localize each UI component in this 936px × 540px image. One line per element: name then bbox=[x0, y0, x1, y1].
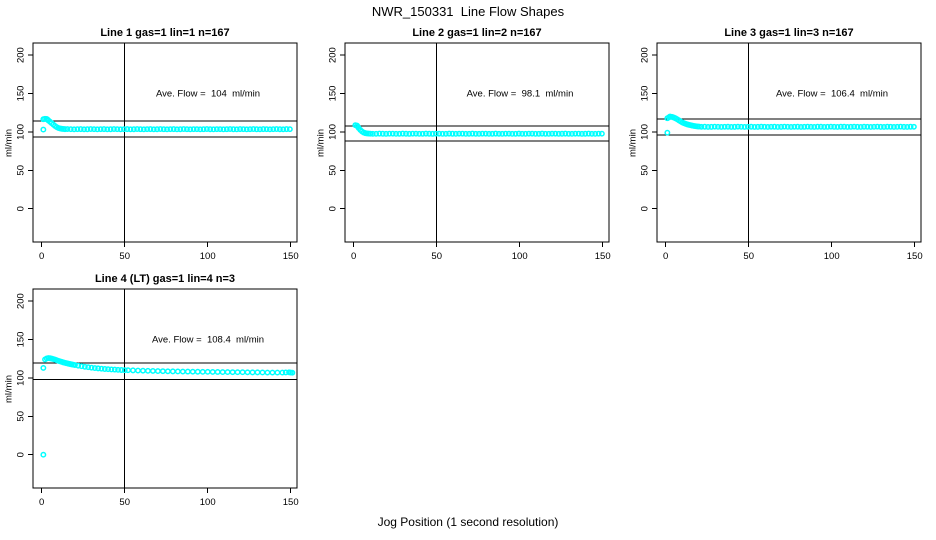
points-layer bbox=[40, 115, 293, 133]
y-tick-label: 200 bbox=[16, 293, 27, 309]
x-tick-label: 100 bbox=[512, 251, 528, 262]
y-tick-label: 150 bbox=[16, 86, 27, 102]
tick-marks-layer bbox=[652, 54, 916, 247]
x-tick-label: 0 bbox=[39, 497, 44, 508]
x-tick-label: 150 bbox=[907, 251, 923, 262]
ave-flow-annotation: Ave. Flow = 106.4 ml/min bbox=[775, 88, 889, 100]
tick-marks-layer bbox=[340, 54, 604, 247]
reference-lines-layer bbox=[33, 289, 297, 488]
reference-lines-layer bbox=[33, 43, 297, 242]
y-tick-label: 200 bbox=[16, 47, 27, 63]
y-tick-label: 0 bbox=[328, 206, 339, 211]
tick-labels-layer: 0 50 100 150 0 50 100 150 200 bbox=[16, 293, 299, 508]
tick-marks-layer bbox=[28, 300, 292, 493]
x-tick-label: 50 bbox=[119, 497, 130, 508]
x-tick-label: 100 bbox=[824, 251, 840, 262]
subplot-title: Line 2 gas=1 lin=2 n=167 bbox=[412, 27, 542, 39]
y-tick-label: 100 bbox=[328, 124, 339, 140]
y-tick-label: 50 bbox=[16, 165, 27, 176]
subplot-line-2: Line 2 gas=1 lin=2 n=167 ml/min Ave. Flo… bbox=[312, 20, 624, 266]
y-tick-label: 150 bbox=[16, 332, 27, 348]
x-tick-label: 50 bbox=[119, 251, 130, 262]
x-tick-label: 150 bbox=[283, 497, 299, 508]
tick-labels-layer: 0 50 100 150 0 50 100 150 200 bbox=[328, 47, 611, 262]
subplot-line-1: Line 1 gas=1 lin=1 n=167 ml/min Ave. Flo… bbox=[0, 20, 312, 266]
axes-layer bbox=[344, 42, 610, 243]
tick-labels-layer: 0 50 100 150 0 50 100 150 200 bbox=[16, 47, 299, 262]
plot-canvas: 0 50 100 150 0 50 100 150 200 bbox=[640, 42, 923, 262]
reference-lines-layer bbox=[345, 43, 609, 242]
x-tick-label: 50 bbox=[743, 251, 754, 262]
tick-labels-layer: 0 50 100 150 0 50 100 150 200 bbox=[640, 47, 923, 262]
x-axis-label: Jog Position (1 second resolution) bbox=[377, 515, 559, 529]
axes-layer bbox=[656, 42, 922, 243]
plot-canvas: 0 50 100 150 0 50 100 150 200 bbox=[16, 42, 299, 262]
y-tick-label: 100 bbox=[16, 124, 27, 140]
plot-canvas: 0 50 100 150 0 50 100 150 200 bbox=[16, 288, 299, 508]
ave-flow-annotation: Ave. Flow = 108.4 ml/min bbox=[151, 334, 265, 346]
x-tick-label: 100 bbox=[200, 251, 216, 262]
plot-canvas: 0 50 100 150 0 50 100 150 200 bbox=[328, 42, 611, 262]
y-tick-label: 0 bbox=[16, 452, 27, 457]
subplot-title: Line 1 gas=1 lin=1 n=167 bbox=[100, 27, 230, 39]
x-tick-label: 0 bbox=[663, 251, 668, 262]
ave-flow-annotation: Ave. Flow = 98.1 ml/min bbox=[466, 88, 574, 100]
y-tick-label: 150 bbox=[640, 86, 651, 102]
x-tick-label: 150 bbox=[283, 251, 299, 262]
points-layer bbox=[664, 113, 917, 136]
subplot-line-3: Line 3 gas=1 lin=3 n=167 ml/min Ave. Flo… bbox=[624, 20, 936, 266]
subplot-title: Line 4 (LT) gas=1 lin=4 n=3 bbox=[94, 273, 236, 285]
subplot-title: Line 3 gas=1 lin=3 n=167 bbox=[724, 27, 854, 39]
x-tick-label: 0 bbox=[39, 251, 44, 262]
x-tick-label: 0 bbox=[351, 251, 356, 262]
y-tick-label: 50 bbox=[640, 165, 651, 176]
figure-title: NWR_150331 Line Flow Shapes bbox=[371, 4, 565, 19]
axes-layer bbox=[32, 42, 298, 243]
subplot-line-4: Line 4 (LT) gas=1 lin=4 n=3 ml/min Ave. … bbox=[0, 266, 312, 512]
x-tick-label: 50 bbox=[431, 251, 442, 262]
points-layer bbox=[40, 355, 296, 458]
y-tick-label: 50 bbox=[16, 411, 27, 422]
axes-layer bbox=[32, 288, 298, 489]
y-tick-label: 150 bbox=[328, 86, 339, 102]
reference-lines-layer bbox=[657, 43, 921, 242]
y-tick-label: 200 bbox=[640, 47, 651, 63]
ave-flow-annotation: Ave. Flow = 104 ml/min bbox=[155, 88, 261, 100]
y-tick-label: 100 bbox=[640, 124, 651, 140]
y-tick-label: 0 bbox=[16, 206, 27, 211]
x-tick-label: 100 bbox=[200, 497, 216, 508]
y-tick-label: 50 bbox=[328, 165, 339, 176]
y-tick-label: 0 bbox=[640, 206, 651, 211]
x-tick-label: 150 bbox=[595, 251, 611, 262]
tick-marks-layer bbox=[28, 54, 292, 247]
y-tick-label: 100 bbox=[16, 370, 27, 386]
y-tick-label: 200 bbox=[328, 47, 339, 63]
points-layer bbox=[352, 122, 605, 137]
